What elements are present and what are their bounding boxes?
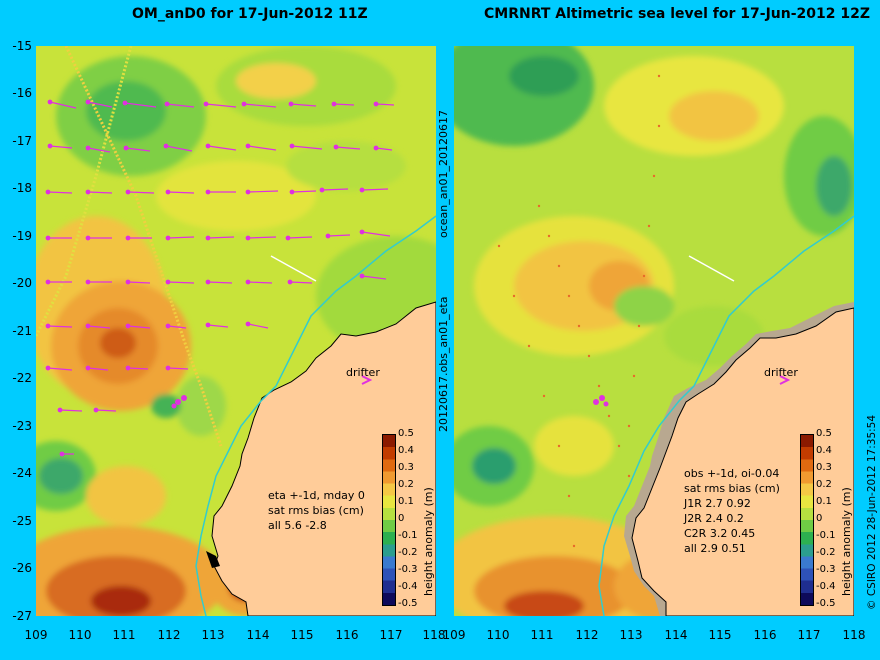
y-tick-label: -16 [12, 86, 32, 100]
colorbar-tick-label: 0 [398, 513, 405, 524]
colorbar-tick-label: 0.4 [816, 445, 832, 456]
colorbar-tick-label: 0.5 [398, 428, 414, 439]
y-tick-label: -27 [12, 609, 32, 623]
colorbar-tick-label: -0.1 [398, 530, 418, 541]
y-tick-label: -21 [12, 324, 32, 338]
colorbar-tick-label: 0 [816, 513, 823, 524]
annotation-line: all 5.6 -2.8 [268, 519, 327, 532]
x-tick-label: 112 [157, 628, 181, 642]
annotation-line: obs +-1d, oi-0.04 [684, 467, 780, 480]
colorbar-tick-label: 0.1 [398, 496, 414, 507]
annotation-line: J1R 2.7 0.92 [684, 497, 751, 510]
right-colorbar-title: height anomaly (m) [840, 487, 853, 596]
drifter-label: drifter [764, 366, 798, 379]
colorbar-tick-label: -0.2 [398, 547, 418, 558]
right-colorbar [800, 434, 814, 606]
right-title: CMRNRT Altimetric sea level for 17-Jun-2… [484, 6, 870, 22]
colorbar-tick-label: -0.3 [398, 564, 418, 575]
colorbar-tick-label: 0.4 [398, 445, 414, 456]
x-tick-label: 115 [708, 628, 732, 642]
colorbar-tick-label: -0.5 [398, 598, 418, 609]
y-tick-label: -26 [12, 561, 32, 575]
y-tick-label: -20 [12, 276, 32, 290]
y-tick-label: -25 [12, 514, 32, 528]
x-tick-label: 117 [379, 628, 403, 642]
x-tick-label: 110 [68, 628, 92, 642]
colorbar-tick-label: -0.3 [816, 564, 836, 575]
y-tick-label: -17 [12, 134, 32, 148]
y-tick-label: -24 [12, 466, 32, 480]
x-tick-label: 114 [664, 628, 688, 642]
right-annotation: obs +-1d, oi-0.04 sat rms bias (cm) J1R … [684, 466, 780, 556]
x-tick-label: 111 [530, 628, 554, 642]
annotation-line: C2R 3.2 0.45 [684, 527, 756, 540]
colorbar-tick-label: -0.1 [816, 530, 836, 541]
left-annotation: eta +-1d, mday 0 sat rms bias (cm) all 5… [268, 488, 365, 533]
x-tick-label: 115 [290, 628, 314, 642]
y-tick-label: -18 [12, 181, 32, 195]
x-tick-label: 118 [422, 628, 446, 642]
credit-text: © CSIRO 2012 28-Jun-2012 17:35:54 [866, 414, 878, 610]
right-map [454, 46, 854, 616]
colorbar-tick-label: 0.2 [816, 479, 832, 490]
colorbar-tick-label: 0.1 [816, 496, 832, 507]
x-tick-label: 116 [335, 628, 359, 642]
colorbar-tick-label: -0.4 [398, 581, 418, 592]
y-tick-label: -23 [12, 419, 32, 433]
annotation-line: sat rms bias (cm) [268, 504, 364, 517]
annotation-line: eta +-1d, mday 0 [268, 489, 365, 502]
colorbar-tick-label: 0.2 [398, 479, 414, 490]
left-title: OM_anD0 for 17-Jun-2012 11Z [132, 6, 368, 22]
vector-row [47, 99, 395, 109]
colorbar-tick-label: 0.3 [398, 462, 414, 473]
x-tick-label: 117 [797, 628, 821, 642]
colorbar-tick-label: -0.2 [816, 547, 836, 558]
y-tick-label: -15 [12, 39, 32, 53]
left-colorbar-title: height anomaly (m) [422, 487, 435, 596]
annotation-line: J2R 2.4 0.2 [684, 512, 744, 525]
x-tick-label: 109 [24, 628, 48, 642]
drifter-label: drifter [346, 366, 380, 379]
left-map [36, 46, 436, 616]
x-tick-label: 110 [486, 628, 510, 642]
x-tick-label: 113 [201, 628, 225, 642]
colorbar-tick-label: 0.3 [816, 462, 832, 473]
x-tick-label: 112 [575, 628, 599, 642]
annotation-line: sat rms bias (cm) [684, 482, 780, 495]
left-colorbar [382, 434, 396, 606]
y-tick-label: -22 [12, 371, 32, 385]
y-tick-label: -19 [12, 229, 32, 243]
annotation-line: all 2.9 0.51 [684, 542, 746, 555]
x-tick-label: 109 [442, 628, 466, 642]
x-tick-label: 113 [619, 628, 643, 642]
colorbar-tick-label: -0.5 [816, 598, 836, 609]
x-tick-label: 114 [246, 628, 270, 642]
colorbar-tick-label: -0.4 [816, 581, 836, 592]
x-tick-label: 111 [112, 628, 136, 642]
obs-file-label: 20120617.obs_an01_eta [437, 296, 450, 432]
x-tick-label: 118 [842, 628, 866, 642]
colorbar-tick-label: 0.5 [816, 428, 832, 439]
model-file-label: ocean_an01_20120617 [437, 110, 450, 238]
x-tick-label: 116 [753, 628, 777, 642]
